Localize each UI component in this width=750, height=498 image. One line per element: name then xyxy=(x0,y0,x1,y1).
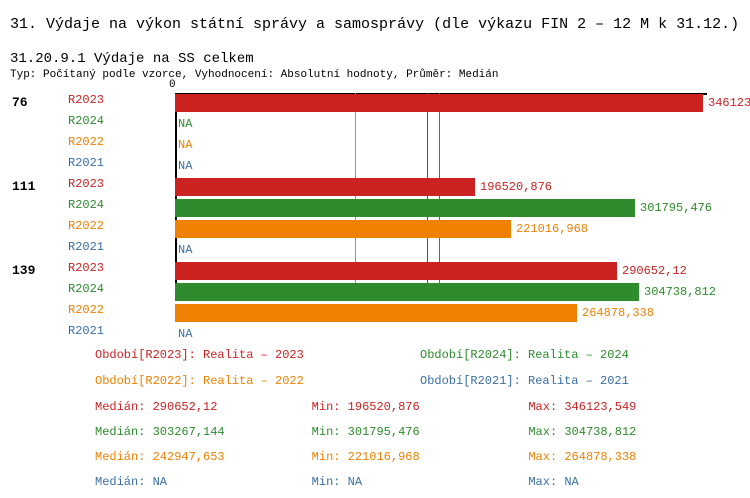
row-139-r2021: R2021 NA xyxy=(10,324,740,344)
row-139-r2024: R2024 304738,812 xyxy=(10,282,740,302)
bar-111-r2024[interactable] xyxy=(175,199,635,217)
stats-row-r2024: Medián: 303267,144 Min: 301795,476 Max: … xyxy=(95,425,745,439)
legend-row-1: Období[R2023]: Realita – 2023 Období[R20… xyxy=(95,348,745,362)
bar-76-r2023[interactable] xyxy=(175,94,703,112)
legend-area: Období[R2023]: Realita – 2023 Období[R20… xyxy=(95,348,745,388)
legend-row-2: Období[R2022]: Realita – 2022 Období[R20… xyxy=(95,374,745,388)
row-76-r2021: R2021 NA xyxy=(10,156,740,176)
title-block: 31. Výdaje na výkon státní správy a samo… xyxy=(0,0,750,81)
stats-row-r2021: Medián: NA Min: NA Max: NA xyxy=(95,475,745,489)
row-139-r2023: R2023 290652,12 xyxy=(10,261,740,281)
row-139-r2022: R2022 264878,338 xyxy=(10,303,740,323)
row-111-r2021: R2021 NA xyxy=(10,240,740,260)
chart-page: 31. Výdaje na výkon státní správy a samo… xyxy=(0,0,750,498)
bar-139-r2022[interactable] xyxy=(175,304,577,322)
bar-111-r2023[interactable] xyxy=(175,178,475,196)
bar-chart: 0 76 R2023 346123,549 R2024 NA R2022 NA … xyxy=(10,93,740,308)
legend-item-r2021: Období[R2021]: Realita – 2021 xyxy=(420,374,745,388)
stats-row-r2023: Medián: 290652,12 Min: 196520,876 Max: 3… xyxy=(95,400,745,414)
main-title: 31. Výdaje na výkon státní správy a samo… xyxy=(10,10,740,33)
legend-item-r2024: Období[R2024]: Realita – 2024 xyxy=(420,348,745,362)
sub-title: 31.20.9.1 Výdaje na SS celkem xyxy=(10,51,740,67)
axis-zero-label: 0 xyxy=(169,79,176,91)
bar-139-r2023[interactable] xyxy=(175,262,617,280)
legend-item-r2022: Období[R2022]: Realita – 2022 xyxy=(95,374,420,388)
bar-111-r2022[interactable] xyxy=(175,220,511,238)
stats-area: Medián: 290652,12 Min: 196520,876 Max: 3… xyxy=(95,400,745,489)
row-76-r2022: R2022 NA xyxy=(10,135,740,155)
typ-line: Typ: Počítaný podle vzorce, Vyhodnocení:… xyxy=(10,69,740,81)
bar-139-r2024[interactable] xyxy=(175,283,639,301)
row-111-r2024: R2024 301795,476 xyxy=(10,198,740,218)
row-76-r2024: R2024 NA xyxy=(10,114,740,134)
legend-item-r2023: Období[R2023]: Realita – 2023 xyxy=(95,348,420,362)
stats-row-r2022: Medián: 242947,653 Min: 221016,968 Max: … xyxy=(95,450,745,464)
row-111-r2023: R2023 196520,876 xyxy=(10,177,740,197)
row-111-r2022: R2022 221016,968 xyxy=(10,219,740,239)
row-76-r2023: R2023 346123,549 xyxy=(10,93,740,113)
